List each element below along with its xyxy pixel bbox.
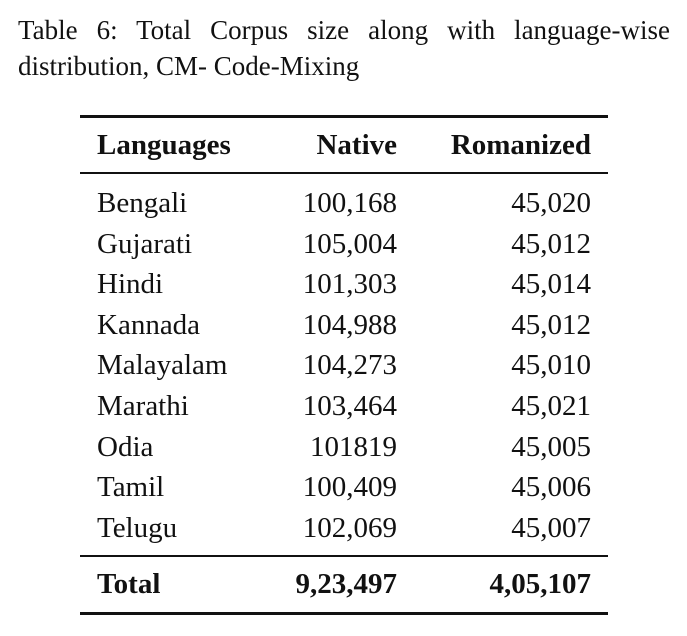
total-romanized: 4,05,107 <box>489 568 592 600</box>
top-rule <box>80 115 608 118</box>
cell-romanized: 45,007 <box>511 511 591 544</box>
cell-language: Odia <box>97 430 154 463</box>
cell-romanized: 45,020 <box>511 187 591 219</box>
cell-language: Marathi <box>97 390 189 422</box>
cell-native: 101819 <box>310 430 397 463</box>
cell-native: 100,168 <box>302 187 397 219</box>
cell-native: 104,273 <box>302 349 397 382</box>
caption-line: Table 6: Total Corpus size along with la… <box>18 15 670 45</box>
header-native: Native <box>316 129 397 161</box>
header-rule <box>80 172 608 174</box>
cell-language: Telugu <box>97 511 178 544</box>
cell-native: 100,409 <box>302 471 397 504</box>
cell-language: Bengali <box>97 187 188 219</box>
cell-native: 104,988 <box>302 308 397 341</box>
cell-native: 105,004 <box>302 227 397 260</box>
total-language: Total <box>97 568 161 600</box>
cell-romanized: 45,012 <box>511 308 591 341</box>
cell-language: Malayalam <box>97 349 228 382</box>
total-rule <box>80 555 608 557</box>
cell-native: 103,464 <box>302 390 397 422</box>
cell-romanized: 45,014 <box>511 268 591 301</box>
cell-language: Kannada <box>97 308 201 341</box>
cell-native: 101,303 <box>302 268 397 301</box>
cell-language: Hindi <box>97 268 164 301</box>
cell-romanized: 45,021 <box>511 390 591 422</box>
cell-romanized: 45,006 <box>511 471 591 504</box>
bottom-rule <box>80 612 608 615</box>
cell-language: Tamil <box>97 471 165 504</box>
caption-line: distribution, CM- Code-Mixing <box>18 51 360 81</box>
cell-romanized: 45,005 <box>511 430 591 463</box>
cell-native: 102,069 <box>302 511 397 544</box>
cell-language: Gujarati <box>97 227 193 260</box>
cell-romanized: 45,012 <box>511 227 591 260</box>
total-native: 9,23,497 <box>295 568 398 600</box>
cell-romanized: 45,010 <box>511 349 591 382</box>
header-romanized: Romanized <box>450 129 591 161</box>
header-language: Languages <box>97 129 231 161</box>
